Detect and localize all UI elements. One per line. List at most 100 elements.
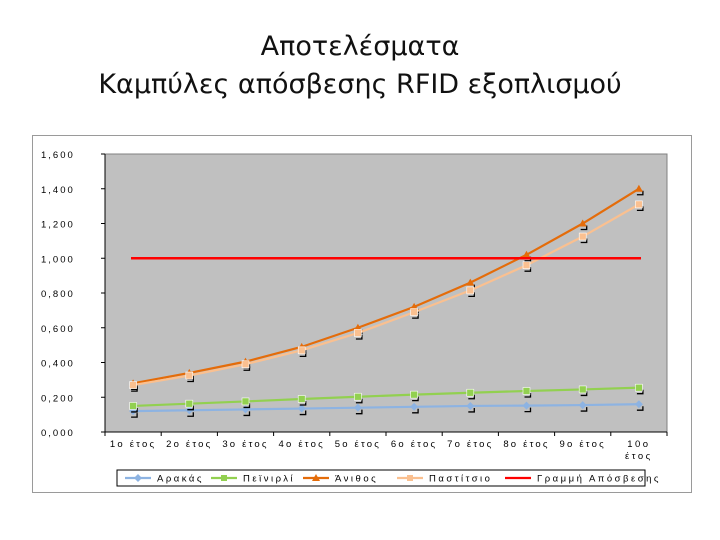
series-0-marker	[297, 404, 306, 413]
series-3-marker-shadow	[468, 292, 475, 298]
series-3-marker-shadow	[580, 238, 588, 244]
series-2-marker	[522, 250, 531, 258]
series-3-marker-shadow	[299, 352, 307, 357]
y-tick-label: 0,600	[41, 324, 75, 335]
series-0-marker-shadow	[468, 407, 475, 413]
series-0-marker-shadow	[187, 412, 194, 417]
series-3-marker	[466, 286, 475, 295]
depreciation-chart: 1,600 1,400 1,200 1,000 0,800 0,600 0,400 0,200…	[41, 150, 668, 487]
legend-swatch-marker	[407, 475, 413, 481]
x-tick-label-part: 10ο	[627, 439, 650, 450]
series-2-marker	[410, 302, 419, 310]
series-0-line	[133, 403, 639, 413]
y-tick-label: 1,400	[41, 185, 75, 196]
series-1-marker-shadow	[468, 394, 475, 400]
x-tick-label: 9ο έτος	[560, 439, 606, 450]
series-3-marker-shadow	[412, 314, 419, 319]
series-3-marker	[578, 232, 587, 241]
slide-title-line1: Αποτελέσματα	[260, 31, 460, 62]
series-2-marker	[353, 323, 362, 331]
series-1-marker-shadow	[580, 391, 588, 397]
series-3-marker	[297, 346, 306, 355]
series-1-marker	[241, 397, 250, 406]
series-0-marker-shadow	[355, 409, 363, 415]
series-3-marker-shadow	[131, 387, 138, 392]
legend-swatch-marker	[134, 474, 142, 482]
series-1-marker-shadow	[355, 398, 363, 404]
y-tick-label: 0,800	[41, 289, 75, 300]
series-0-marker	[634, 400, 643, 409]
series-0-marker-shadow	[131, 413, 138, 418]
legend-label: Άνιθος	[335, 474, 378, 485]
series-1-marker-shadow	[131, 407, 138, 413]
series-2-marker-shadow	[636, 190, 644, 196]
legend-label: Γραμμή Απόσβεσης	[537, 474, 661, 485]
series-1-marker	[185, 399, 194, 408]
series-3-marker-shadow	[524, 267, 532, 272]
x-tick-label: 1ο έτος	[110, 439, 156, 450]
series-2-marker	[634, 184, 643, 192]
series-0-marker	[578, 401, 587, 410]
series-3-marker-shadow	[355, 334, 363, 340]
legend-swatch-marker	[221, 475, 227, 481]
series-0-marker-shadow	[243, 411, 251, 417]
y-tick-label: 0,400	[41, 359, 75, 370]
series-0-marker	[522, 401, 531, 410]
x-tick-label: 5ο έτος	[335, 439, 381, 450]
plot-area	[104, 153, 668, 433]
series-1-marker	[635, 383, 643, 392]
series-3-marker-shadow	[636, 206, 644, 212]
series-3-marker	[410, 308, 418, 316]
series-0-marker-shadow	[412, 408, 419, 414]
y-tick-label: 1,000	[41, 254, 75, 265]
x-tick-label-part: έτος	[625, 451, 653, 462]
chart-frame: 1,600 1,400 1,200 1,000 0,800 0,600 0,400 0,200…	[32, 135, 692, 493]
series-0-marker-shadow	[299, 410, 307, 416]
legend-box	[116, 469, 646, 487]
series-3-marker	[241, 360, 250, 369]
x-tick-label: 7ο έτος	[447, 439, 493, 450]
x-tick-label: 3ο έτος	[222, 439, 268, 450]
series-0-marker-shadow	[580, 407, 588, 412]
series-1-marker-shadow	[636, 389, 644, 395]
series-2-marker	[578, 219, 587, 227]
series-3-marker-shadow	[187, 377, 194, 383]
series-1-marker	[297, 395, 306, 403]
slide-title-line2: Καμπύλες απόσβεσης RFID εξοπλισμού	[98, 69, 622, 100]
series-1-marker	[522, 387, 531, 395]
series-1-marker	[466, 388, 475, 397]
series-1-marker	[129, 402, 137, 410]
series-0-marker-shadow	[524, 407, 532, 413]
legend-swatch-marker	[312, 474, 320, 481]
series-2-line	[132, 187, 640, 385]
series-1-marker-shadow	[243, 403, 251, 409]
series-1-marker	[354, 392, 362, 401]
x-tick-label: 2ο έτος	[166, 439, 212, 450]
y-tick-label: 0,000	[41, 428, 75, 439]
series-3-line	[132, 203, 640, 387]
series-1-marker-shadow	[524, 392, 532, 398]
x-tick-label: 8ο έτος	[503, 439, 549, 450]
legend-label: Αρακάς	[157, 474, 204, 485]
series-3-marker-shadow	[243, 366, 251, 371]
series-1-marker-shadow	[299, 400, 307, 406]
x-tick-label: 6ο έτος	[391, 439, 437, 450]
series-0-marker	[466, 401, 475, 410]
series-3-marker	[185, 371, 194, 380]
x-tick-label: 4ο έτος	[279, 439, 325, 450]
legend-label: Πεϊνιρλί	[243, 474, 295, 485]
y-tick-label: 0,200	[41, 393, 75, 404]
y-tick-label: 1,200	[41, 220, 75, 231]
series-2-marker	[466, 278, 475, 286]
series-1-marker-shadow	[187, 405, 194, 411]
series-3-marker	[635, 200, 643, 209]
series-0-marker-shadow	[636, 406, 644, 411]
series-0-marker	[410, 402, 419, 411]
series-2-marker-shadow	[580, 225, 588, 231]
series-3-marker	[354, 329, 362, 337]
series-1-marker-shadow	[412, 396, 419, 402]
series-1-marker	[578, 385, 587, 394]
y-tick-label: 1,600	[41, 150, 75, 161]
series-0-marker	[353, 403, 362, 412]
series-3-marker	[522, 261, 531, 269]
